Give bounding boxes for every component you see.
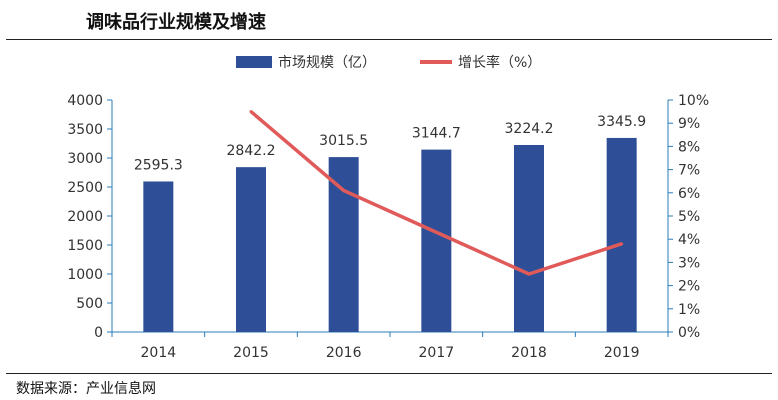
chart-title: 调味品行业规模及增速: [86, 12, 266, 33]
source-note: 数据来源：产业信息网: [16, 381, 156, 397]
legend: 市场规模（亿） 增长率（%）: [236, 54, 541, 71]
bar-data-label: 3015.5: [319, 133, 368, 149]
axes: 0 500 1000 1500 2000 2500 3000 3500 4000 0% 1% 2% 3%…: [67, 93, 709, 361]
right-axis-tick-label: 1%: [678, 302, 700, 318]
x-axis-tick-label: 2014: [141, 345, 177, 361]
growth-rate-point: [342, 188, 346, 192]
bar: [606, 137, 637, 332]
right-axis-tick-label: 4%: [678, 232, 700, 248]
right-axis-tick-label: 10%: [678, 93, 709, 109]
growth-rate-point: [434, 230, 438, 234]
right-axis-tick-label: 7%: [678, 163, 700, 179]
x-axis-tick-label: 2016: [326, 345, 362, 361]
right-axis-tick-label: 2%: [678, 279, 700, 295]
bar-data-label: 3224.2: [505, 121, 554, 137]
x-axis-tick-label: 2019: [604, 345, 640, 361]
left-axis-tick-label: 500: [76, 296, 103, 312]
bar: [143, 181, 174, 332]
legend-label-market-size: 市场规模（亿）: [278, 54, 376, 71]
bar: [328, 157, 359, 332]
growth-line: [249, 110, 624, 276]
left-axis-tick-label: 4000: [67, 93, 103, 109]
left-axis-tick-label: 2500: [67, 180, 103, 196]
growth-rate-point: [249, 110, 253, 114]
bar: [236, 167, 266, 332]
bar: [421, 149, 452, 332]
bar: [514, 144, 544, 332]
x-axis-tick-label: 2015: [233, 345, 269, 361]
x-axis-tick-label: 2018: [511, 345, 547, 361]
x-axis-tick-label: 2017: [419, 345, 455, 361]
left-axis-tick-label: 0: [94, 325, 103, 341]
growth-rate-point: [527, 272, 531, 276]
left-axis-tick-label: 2000: [67, 209, 103, 225]
left-axis-tick-label: 1500: [67, 238, 103, 254]
right-axis-tick-label: 5%: [678, 209, 700, 225]
right-axis-tick-label: 9%: [678, 116, 700, 132]
bottom-divider: [6, 373, 772, 374]
bar-data-label: 2595.3: [134, 157, 183, 173]
right-axis-tick-label: 0%: [678, 325, 700, 341]
legend-label-growth-rate: 增长率（%）: [458, 54, 541, 71]
data-labels: 2595.3 2842.2 3015.5 3144.7 3224.2 3345.9: [134, 114, 646, 174]
top-divider: [6, 39, 772, 40]
right-axis-tick-label: 3%: [678, 255, 700, 271]
right-axis-tick-label: 8%: [678, 139, 700, 155]
legend-swatch-market-size: [236, 56, 272, 68]
left-axis-tick-label: 1000: [67, 267, 103, 283]
bar-data-label: 3144.7: [412, 126, 461, 142]
bar-data-label: 3345.9: [597, 114, 646, 130]
growth-rate-point: [620, 242, 624, 246]
bars: [143, 137, 637, 332]
bar-data-label: 2842.2: [227, 143, 276, 159]
left-axis-tick-label: 3500: [67, 122, 103, 138]
right-axis-tick-label: 6%: [678, 186, 700, 202]
left-axis-tick-label: 3000: [67, 151, 103, 167]
